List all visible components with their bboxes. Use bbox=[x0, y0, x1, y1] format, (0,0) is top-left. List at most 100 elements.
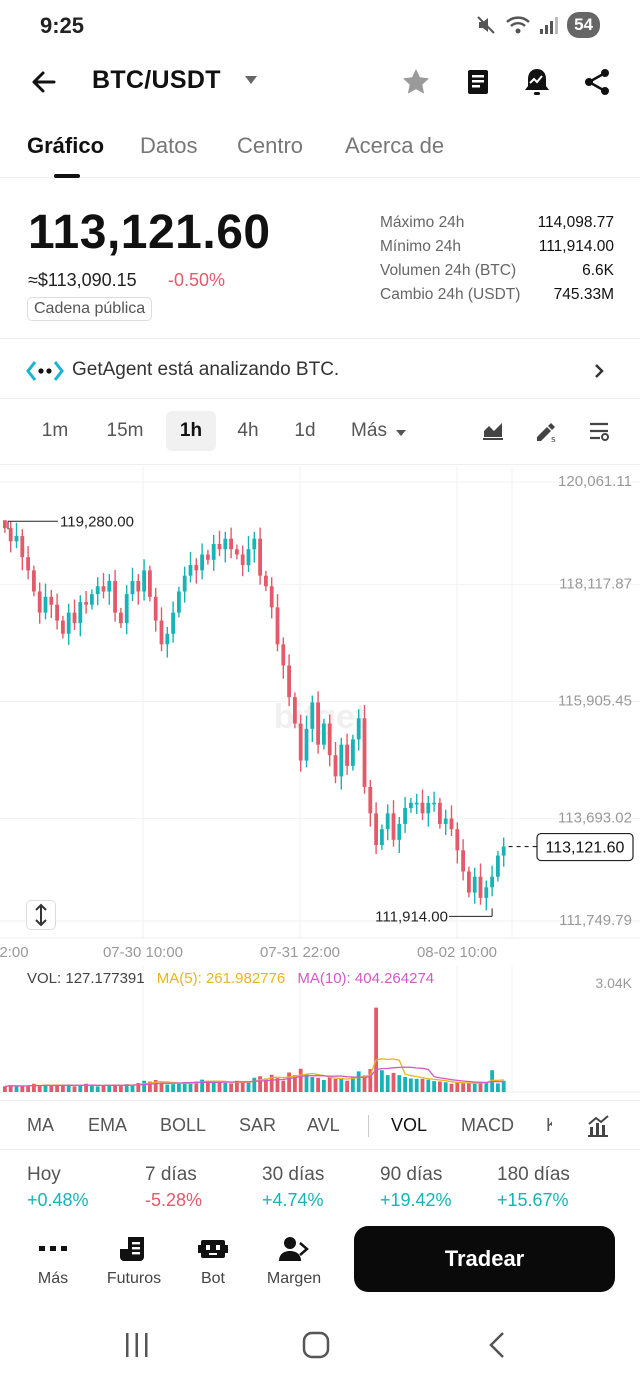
perf-label: 30 días bbox=[262, 1164, 325, 1185]
volume-bar bbox=[229, 1083, 233, 1092]
candle-body bbox=[124, 594, 129, 624]
volume-bar bbox=[345, 1080, 349, 1092]
candle-body bbox=[49, 596, 54, 605]
indicator-avl[interactable]: AVL bbox=[307, 1115, 340, 1135]
recent-apps-icon[interactable] bbox=[122, 1330, 152, 1360]
price-alert-icon[interactable] bbox=[521, 66, 553, 98]
expand-vertical-button[interactable] bbox=[26, 900, 56, 930]
volume-bar bbox=[351, 1076, 355, 1092]
tab-datos[interactable]: Datos bbox=[140, 133, 198, 158]
tab-centro[interactable]: Centro bbox=[237, 133, 304, 158]
stat-label: Volumen 24h (BTC) bbox=[380, 262, 517, 279]
candle-body bbox=[409, 802, 413, 809]
candle-body bbox=[484, 887, 489, 898]
perf-180d: 180 días +15.67% bbox=[497, 1164, 570, 1211]
chart-settings-icon[interactable] bbox=[587, 419, 611, 443]
candle-body bbox=[26, 557, 30, 571]
candle-body bbox=[420, 802, 425, 814]
chain-badge[interactable]: Cadena pública bbox=[27, 297, 153, 321]
volume-bar bbox=[182, 1082, 187, 1092]
indicator-macd[interactable]: MACD bbox=[461, 1115, 514, 1135]
interval-1d[interactable]: 1d bbox=[294, 420, 316, 441]
stat-high: Máximo 24h 114,098.77 bbox=[380, 214, 614, 238]
volume-bar bbox=[95, 1086, 100, 1092]
trade-button[interactable]: Tradear bbox=[354, 1226, 615, 1292]
active-tab-indicator bbox=[54, 174, 80, 178]
volume-bar bbox=[49, 1086, 54, 1092]
tab-acerca-de[interactable]: Acerca de bbox=[345, 133, 445, 158]
candle-body bbox=[322, 723, 326, 745]
indicator-settings-area bbox=[562, 1101, 640, 1149]
indicator-boll[interactable]: BOLL bbox=[160, 1115, 207, 1135]
volume-panel[interactable]: 3.04K VOL: 127.177391 MA(5): 261.982776 … bbox=[0, 966, 640, 1098]
candle-body bbox=[455, 829, 460, 851]
volume-bar bbox=[26, 1085, 30, 1092]
candle-body bbox=[443, 818, 448, 824]
y-axis-labels: 120,061.11 118,117.87 115,905.45 113,693.02… bbox=[558, 473, 632, 929]
indicator-settings-icon[interactable] bbox=[586, 1114, 610, 1138]
candles-group bbox=[3, 520, 506, 911]
notebook-icon[interactable] bbox=[462, 66, 494, 98]
chevron-down-icon[interactable] bbox=[395, 428, 407, 438]
interval-more[interactable]: Más bbox=[351, 420, 387, 441]
volume-bar bbox=[211, 1081, 216, 1092]
home-icon[interactable] bbox=[301, 1330, 331, 1360]
volume-bar bbox=[281, 1080, 286, 1092]
getagent-text: GetAgent está analizando BTC. bbox=[72, 359, 340, 380]
chevron-down-icon[interactable] bbox=[243, 72, 259, 88]
interval-1m[interactable]: 1m bbox=[41, 420, 69, 441]
stats-24h: Máximo 24h 114,098.77 Mínimo 24h 111,914.0… bbox=[380, 214, 614, 310]
volume-bar bbox=[403, 1077, 407, 1092]
candle-body bbox=[449, 818, 454, 830]
volume-bar bbox=[374, 1007, 378, 1092]
candle-body bbox=[148, 570, 152, 597]
volume-bar bbox=[113, 1084, 117, 1092]
share-icon[interactable] bbox=[581, 66, 613, 98]
indicator-kdj[interactable]: K bbox=[546, 1115, 552, 1136]
candle-body bbox=[345, 744, 349, 766]
interval-1h[interactable]: 1h bbox=[166, 411, 216, 451]
last-price-box bbox=[536, 832, 634, 862]
bot-icon bbox=[198, 1240, 228, 1258]
volume-bar bbox=[333, 1078, 338, 1092]
getagent-icon bbox=[26, 361, 64, 381]
indicator-sar[interactable]: SAR bbox=[239, 1115, 277, 1135]
star-icon[interactable] bbox=[400, 66, 432, 98]
futures-button[interactable]: Futuros bbox=[104, 1234, 164, 1288]
system-back-icon[interactable] bbox=[483, 1330, 513, 1360]
tab-grafico[interactable]: Gráfico bbox=[27, 133, 105, 158]
candle-body bbox=[66, 612, 71, 634]
volume-bar bbox=[391, 1072, 396, 1092]
bot-button[interactable]: Bot bbox=[193, 1234, 233, 1288]
indicator-ema[interactable]: EMA bbox=[88, 1115, 128, 1135]
interval-15m[interactable]: 15m bbox=[106, 420, 144, 441]
back-arrow-icon[interactable] bbox=[28, 66, 60, 98]
stat-low: Mínimo 24h 111,914.00 bbox=[380, 238, 614, 262]
volume-bar bbox=[235, 1080, 239, 1092]
pair-title[interactable]: BTC/USDT bbox=[92, 66, 221, 94]
indicator-vol[interactable]: VOL bbox=[391, 1115, 428, 1135]
volume-legend: VOL: 127.177391 MA(5): 261.982776 MA(10)… bbox=[27, 970, 434, 987]
perf-value: +4.74% bbox=[262, 1190, 324, 1210]
candle-body bbox=[293, 697, 297, 724]
getagent-banner[interactable]: GetAgent está analizando BTC. bbox=[0, 346, 640, 396]
candle-body bbox=[391, 813, 396, 840]
volume-bar bbox=[43, 1084, 48, 1092]
candlestick-chart[interactable]: bitget 120,061.11118,117.87115,905.45113… bbox=[0, 466, 640, 966]
candle-body bbox=[374, 813, 378, 846]
drawing-tools-icon[interactable]: s bbox=[534, 419, 560, 443]
chart-type-icon[interactable] bbox=[481, 419, 505, 443]
candle-body bbox=[269, 586, 274, 608]
price-chart[interactable]: bitget 120,061.11118,117.87115,905.45113… bbox=[0, 466, 640, 966]
volume-bar bbox=[78, 1086, 83, 1092]
volume-bar bbox=[240, 1082, 245, 1092]
perf-value: +0.48% bbox=[27, 1190, 89, 1210]
interval-4h[interactable]: 4h bbox=[237, 420, 259, 441]
candle-body bbox=[142, 570, 146, 592]
volume-bar bbox=[322, 1080, 326, 1092]
candle-body bbox=[95, 586, 100, 595]
indicator-ma[interactable]: MA bbox=[27, 1115, 54, 1135]
more-button[interactable]: Más bbox=[30, 1234, 76, 1288]
margin-button[interactable]: Margen bbox=[262, 1234, 326, 1288]
volume-bar bbox=[194, 1081, 199, 1092]
